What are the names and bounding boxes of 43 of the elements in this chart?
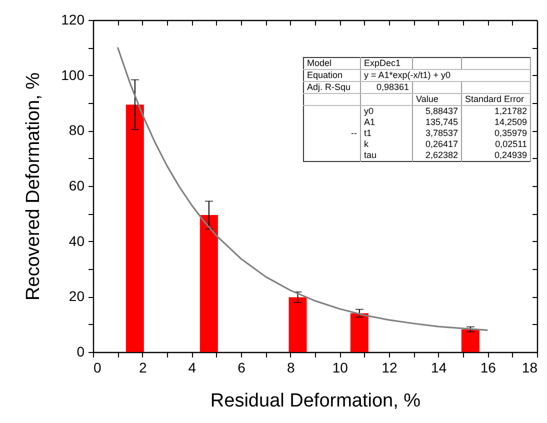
y-tick-label: 80	[68, 122, 85, 138]
y-tick-label: 40	[68, 232, 85, 249]
annotation: ExpDec1	[360, 58, 412, 70]
annotation: 0,26417	[412, 139, 462, 150]
x-tick-label: 6	[238, 360, 246, 376]
annotation: 0,02511	[462, 139, 530, 150]
y-tick-label: 0	[76, 344, 85, 360]
annotation: 0,35979	[462, 128, 530, 139]
annotation: 0,24939	[462, 150, 530, 162]
annotation: Value	[412, 94, 462, 106]
x-tick-label: 2	[138, 360, 147, 376]
annotation: t1	[360, 128, 412, 139]
x-tick-label: 14	[431, 360, 447, 376]
annotation: Equation	[304, 70, 360, 82]
x-tick-label: 0	[94, 360, 102, 376]
annotation: A1	[360, 117, 412, 128]
x-tick-label: 18	[522, 360, 538, 376]
x-tick-label: 12	[382, 360, 398, 376]
annotation: 2,62382	[412, 150, 462, 162]
y-tick-label: 120	[61, 12, 85, 28]
annotation: Adj. R-Squ	[304, 82, 360, 94]
annotation: k	[360, 139, 412, 150]
y-axis-title: Recovered Deformation, %	[23, 72, 44, 301]
y-tick-label: 20	[68, 288, 85, 304]
x-tick-label: 10	[332, 360, 348, 376]
x-tick-label: 16	[480, 360, 496, 376]
x-axis-title: Residual Deformation, %	[210, 390, 421, 412]
x-tick-label: 4	[188, 360, 196, 376]
annotation: Standard Error	[462, 94, 530, 106]
annotation: 1,21782	[462, 106, 530, 117]
annotation: 0,98361	[360, 82, 412, 94]
x-tick-label: 8	[286, 360, 295, 376]
annotation: 5,88437	[412, 106, 462, 117]
annotation: y = A1*exp(-x/t1) + y0	[360, 70, 530, 82]
annotation: 135,745	[412, 117, 462, 128]
y-tick-label: 60	[68, 178, 85, 194]
y-tick-label: 100	[61, 66, 85, 83]
annotation: 14,2509	[462, 117, 530, 128]
annotation: Model	[304, 58, 360, 70]
annotation: --	[304, 128, 360, 139]
annotation: 3,78537	[412, 128, 462, 139]
annotation: tau	[360, 150, 412, 162]
annotation: y0	[360, 106, 412, 117]
